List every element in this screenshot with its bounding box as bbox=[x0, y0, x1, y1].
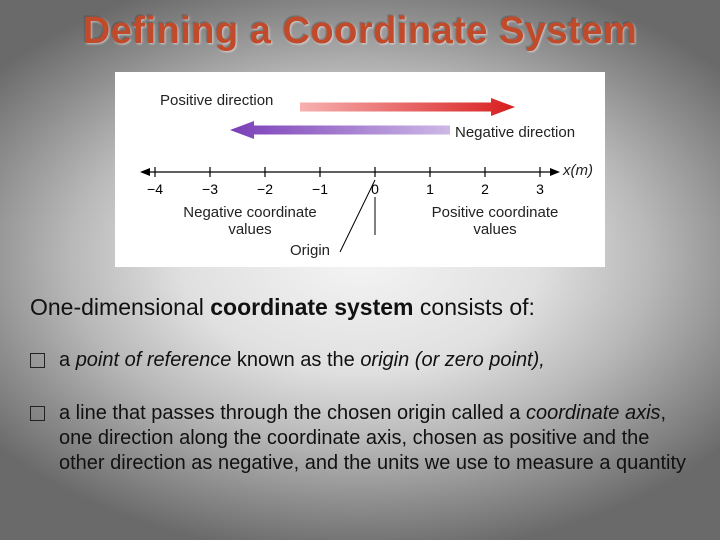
svg-text:−2: −2 bbox=[257, 181, 273, 197]
slide-title: Defining a Coordinate System bbox=[0, 10, 720, 53]
svg-text:−3: −3 bbox=[202, 181, 218, 197]
coordinate-diagram: −4 −3 −2 −1 0 1 2 3 Positive direction Negative… bbox=[115, 72, 605, 267]
negative-values-label: Negative coordinate values bbox=[170, 204, 330, 239]
checkbox-icon bbox=[30, 353, 45, 368]
bullet-2: a line that passes through the chosen or… bbox=[30, 401, 690, 476]
slide: Defining a Coordinate System −4 −3 −2 −1 0 1 2… bbox=[0, 0, 720, 540]
svg-text:3: 3 bbox=[536, 181, 544, 197]
bullet-2-text: a line that passes through the chosen or… bbox=[59, 401, 690, 476]
svg-text:1: 1 bbox=[426, 181, 434, 197]
positive-values-label: Positive coordinate values bbox=[415, 204, 575, 239]
origin-label: Origin bbox=[290, 242, 330, 259]
negative-direction-label: Negative direction bbox=[455, 124, 575, 141]
bullet-1-text: a point of reference known as the origin… bbox=[59, 348, 690, 373]
svg-text:2: 2 bbox=[481, 181, 489, 197]
svg-text:0: 0 bbox=[371, 181, 379, 197]
axis-label: x(m) bbox=[563, 162, 593, 179]
bullet-1: a point of reference known as the origin… bbox=[30, 348, 690, 373]
svg-text:−4: −4 bbox=[147, 181, 163, 197]
checkbox-icon bbox=[30, 406, 45, 421]
positive-direction-label: Positive direction bbox=[160, 92, 273, 109]
intro-line: One-dimensional coordinate system consis… bbox=[30, 294, 690, 321]
svg-text:−1: −1 bbox=[312, 181, 328, 197]
bullet-list: a point of reference known as the origin… bbox=[30, 348, 690, 504]
